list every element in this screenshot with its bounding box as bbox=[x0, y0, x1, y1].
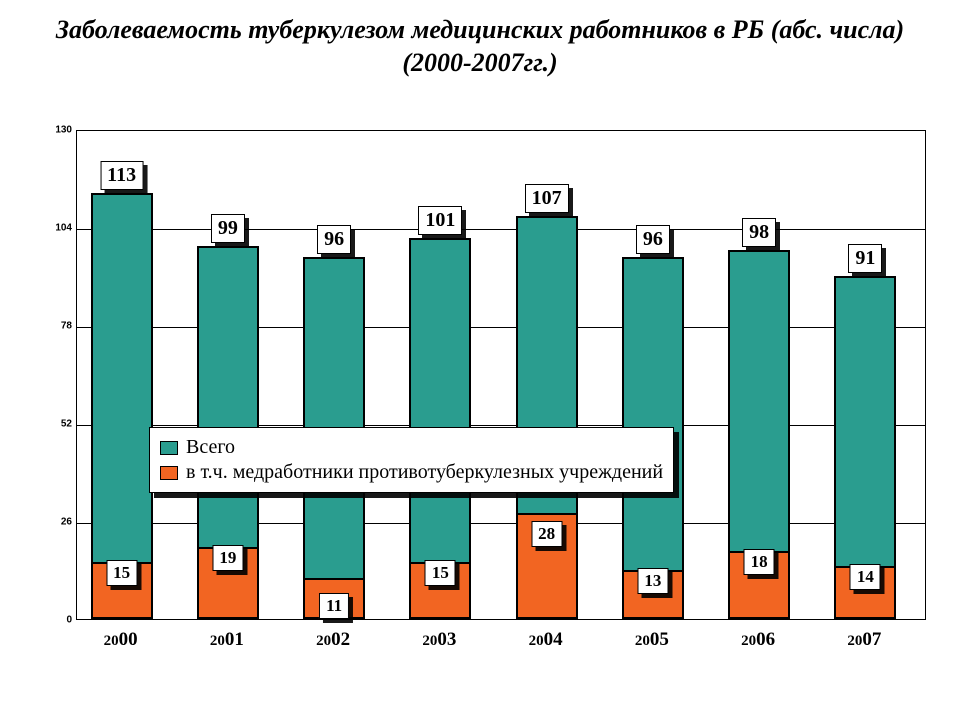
sub-value-label: 15 bbox=[106, 560, 137, 586]
bar-group bbox=[622, 129, 684, 619]
sub-value-label: 13 bbox=[637, 568, 668, 594]
legend-label: в т.ч. медработники противотуберкулезных… bbox=[186, 461, 663, 484]
total-value-label: 99 bbox=[211, 214, 245, 243]
sub-value-label: 11 bbox=[319, 593, 349, 619]
legend-swatch bbox=[160, 466, 178, 480]
y-tick-label: 52 bbox=[38, 419, 72, 430]
x-tick-label: 2000 bbox=[104, 629, 138, 651]
chart-title: Заболеваемость туберкулезом медицинских … bbox=[0, 0, 960, 85]
legend: Всегов т.ч. медработники противотуберкул… bbox=[149, 427, 674, 493]
x-tick-label: 2007 bbox=[847, 629, 881, 651]
total-value-label: 101 bbox=[418, 206, 462, 235]
legend-item: Всего bbox=[160, 436, 663, 459]
legend-swatch bbox=[160, 441, 178, 455]
x-tick-label: 2003 bbox=[422, 629, 456, 651]
y-tick-label: 0 bbox=[38, 615, 72, 626]
total-value-label: 96 bbox=[636, 225, 670, 254]
y-tick-label: 78 bbox=[38, 321, 72, 332]
bar-group bbox=[728, 129, 790, 619]
total-value-label: 91 bbox=[848, 244, 882, 273]
y-tick-label: 104 bbox=[38, 223, 72, 234]
y-tick-label: 26 bbox=[38, 517, 72, 528]
total-value-label: 98 bbox=[742, 218, 776, 247]
bar-group bbox=[834, 129, 896, 619]
total-value-label: 96 bbox=[317, 225, 351, 254]
sub-value-label: 19 bbox=[212, 545, 243, 571]
bars-layer bbox=[77, 131, 925, 619]
page-root: Заболеваемость туберкулезом медицинских … bbox=[0, 0, 960, 720]
bar-group bbox=[303, 129, 365, 619]
x-tick-label: 2006 bbox=[741, 629, 775, 651]
bar-group bbox=[409, 129, 471, 619]
y-tick-label: 130 bbox=[38, 125, 72, 136]
sub-value-label: 18 bbox=[744, 549, 775, 575]
total-value-label: 107 bbox=[525, 184, 569, 213]
total-value-label: 113 bbox=[100, 161, 143, 190]
sub-value-label: 28 bbox=[531, 521, 562, 547]
sub-value-label: 14 bbox=[850, 564, 881, 590]
plot-area: Всегов т.ч. медработники противотуберкул… bbox=[76, 130, 926, 620]
bar-group bbox=[91, 129, 153, 619]
chart-container: 0 26 52 78 104 130 Всегов т.ч. медработники п… bbox=[36, 110, 936, 670]
legend-item: в т.ч. медработники противотуберкулезных… bbox=[160, 461, 663, 484]
x-tick-label: 2001 bbox=[210, 629, 244, 651]
x-tick-label: 2004 bbox=[529, 629, 563, 651]
sub-value-label: 15 bbox=[425, 560, 456, 586]
bar-total-segment bbox=[91, 193, 153, 619]
x-axis-labels: 2000 2001 2002 2003 2004 2005 2006 2007 bbox=[76, 625, 926, 655]
legend-label: Всего bbox=[186, 436, 235, 459]
x-tick-label: 2005 bbox=[635, 629, 669, 651]
x-tick-label: 2002 bbox=[316, 629, 350, 651]
